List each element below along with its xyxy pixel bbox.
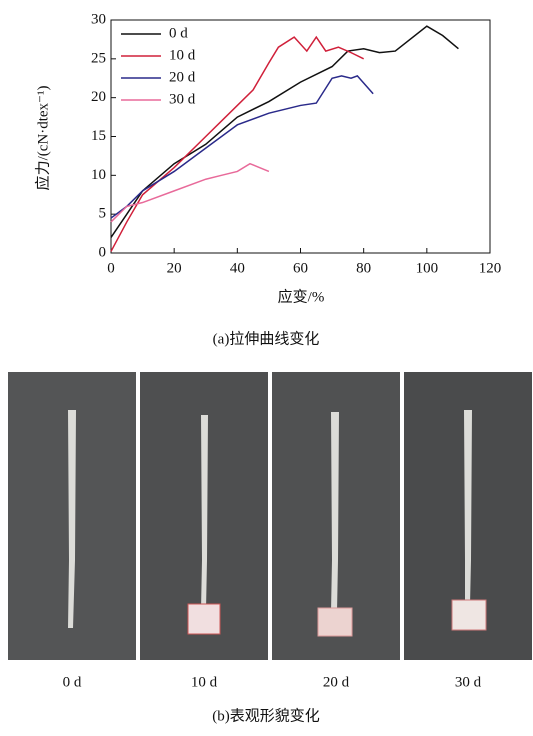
photo-label: 30 d: [455, 674, 482, 690]
y-tick-label: 20: [91, 89, 106, 105]
y-tick-label: 30: [91, 11, 106, 27]
legend-label: 20 d: [169, 69, 196, 85]
photo-label: 0 d: [63, 674, 82, 690]
caption: (a)拉伸曲线变化: [213, 330, 320, 347]
legend-label: 0 d: [169, 25, 188, 41]
y-tick-label: 25: [91, 50, 106, 66]
photo-label: 20 d: [323, 674, 350, 690]
tag: [318, 608, 352, 636]
tag: [452, 600, 486, 630]
x-tick-label: 60: [293, 260, 308, 276]
legend-label: 30 d: [169, 91, 196, 107]
caption: (b)表观形貌变化: [212, 707, 320, 724]
y-tick-label: 5: [99, 206, 107, 222]
series-line: [111, 164, 269, 222]
figure: (a)拉伸曲线变化 (b)表观形貌变化 应变/% 应力/(cN·dtex⁻¹) …: [0, 0, 533, 731]
legend-label: 10 d: [169, 47, 196, 63]
y-tick-label: 15: [91, 128, 106, 144]
x-tick-label: 80: [356, 260, 371, 276]
photo-label: 10 d: [191, 674, 218, 690]
x-axis-label: 应变/%: [278, 287, 325, 305]
plot-frame: [111, 20, 490, 253]
series-line: [111, 26, 458, 237]
x-tick-label: 0: [107, 260, 115, 276]
x-tick-label: 20: [167, 260, 182, 276]
y-tick-label: 10: [91, 167, 106, 183]
x-tick-label: 100: [416, 260, 439, 276]
series-line: [111, 76, 373, 218]
y-axis-label: 应力/(cN·dtex⁻¹): [33, 86, 51, 191]
x-tick-label: 40: [230, 260, 245, 276]
y-tick-label: 0: [99, 244, 107, 260]
tag: [188, 604, 220, 634]
photo-panels: [8, 372, 532, 660]
x-tick-label: 120: [479, 260, 502, 276]
